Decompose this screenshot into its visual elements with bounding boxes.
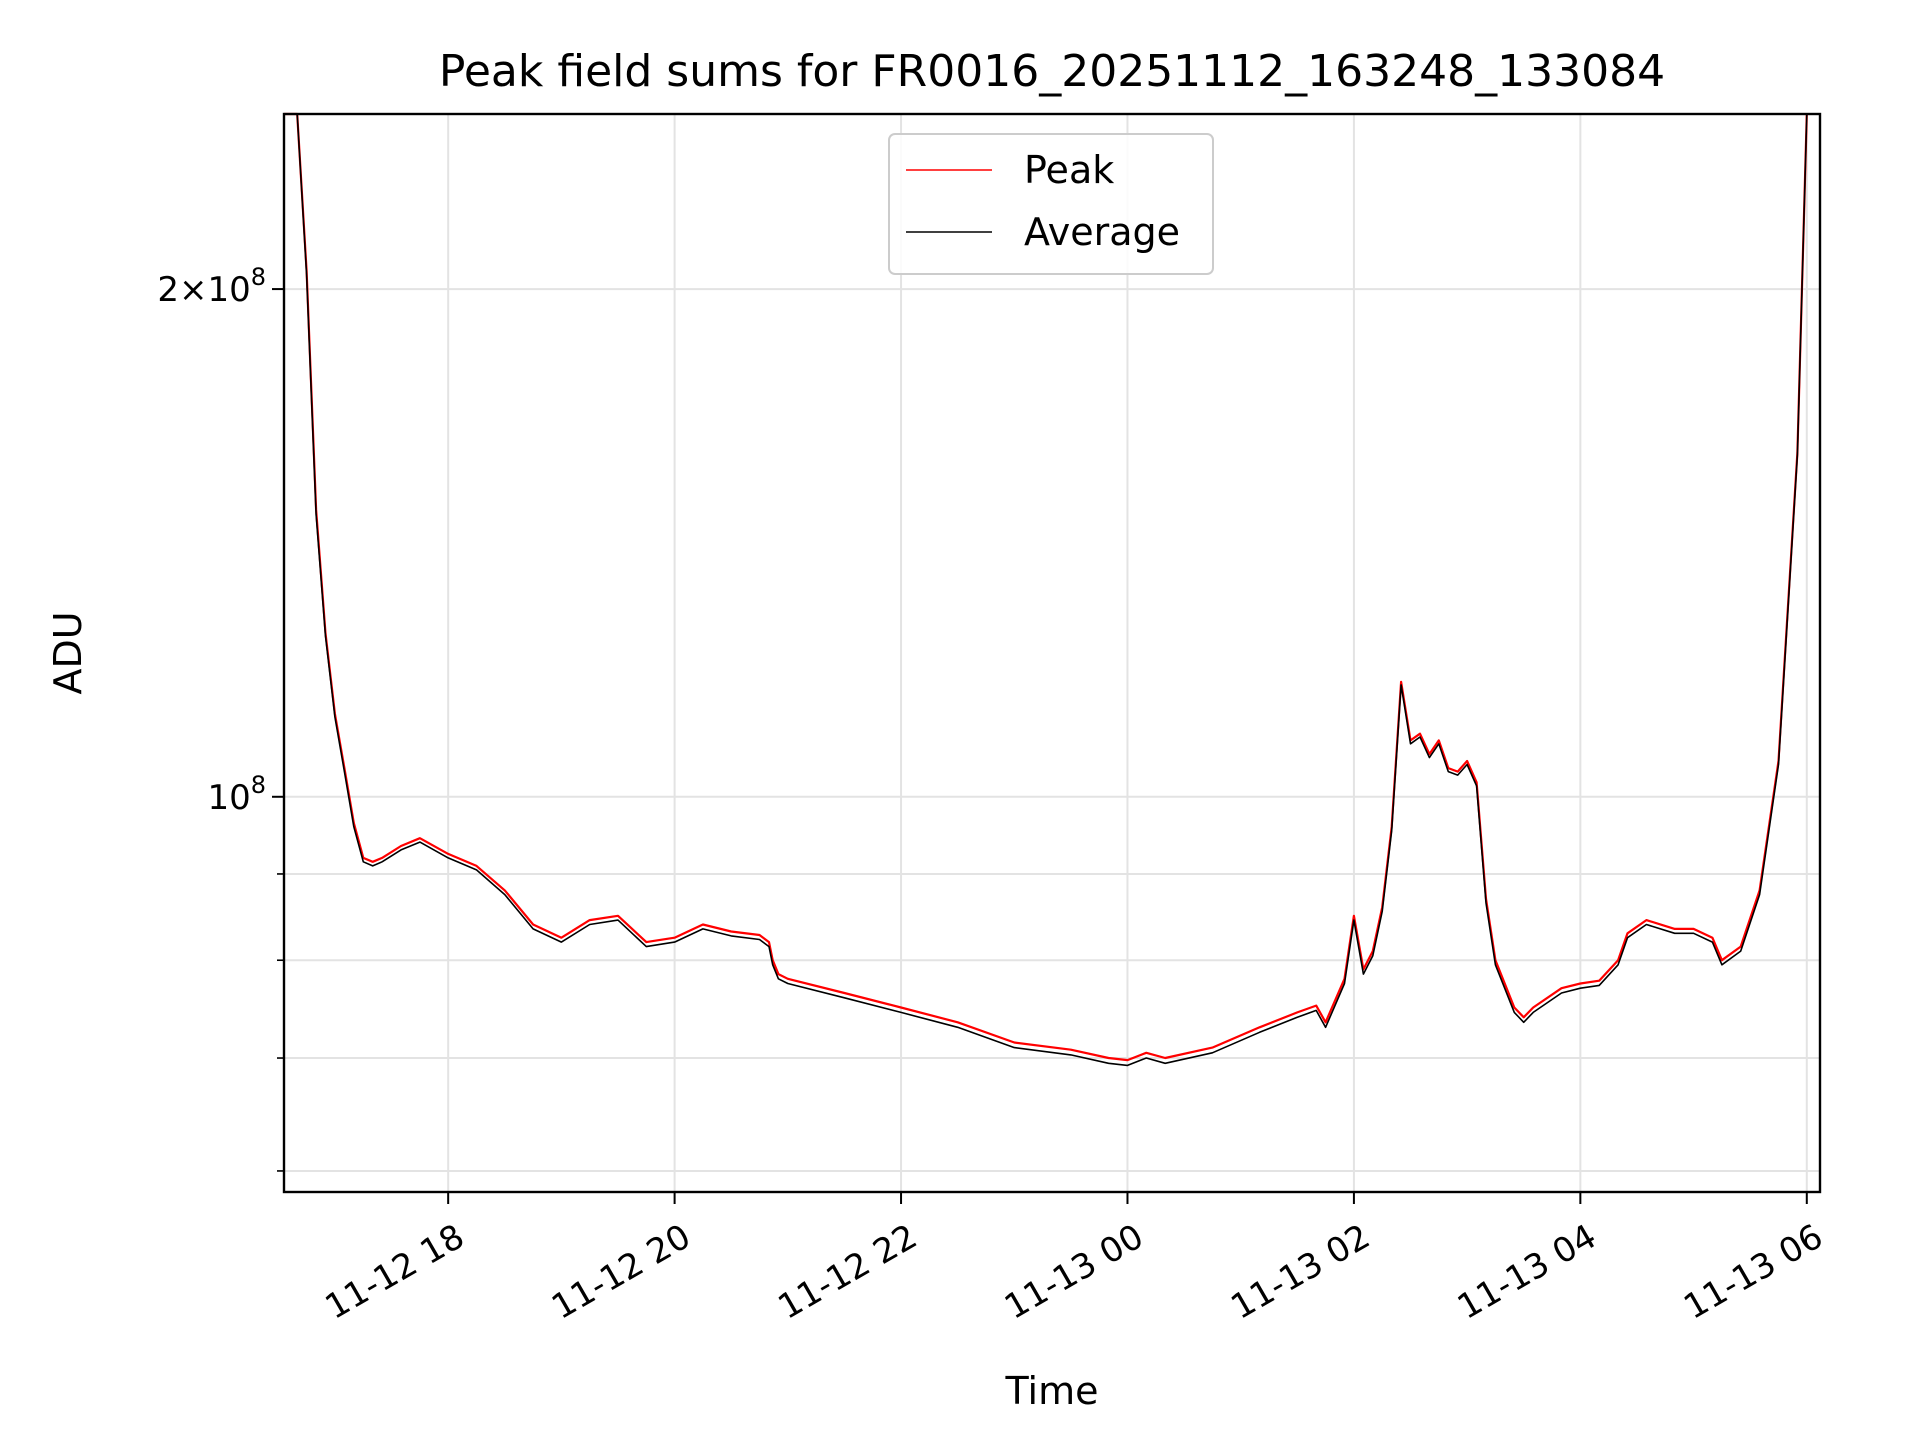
y-tick-exponent: 8: [251, 263, 266, 291]
x-tick-label: 11-13 02: [1224, 1217, 1376, 1328]
x-tick-label: 11-13 06: [1677, 1217, 1829, 1328]
legend-label-peak: Peak: [1024, 148, 1114, 192]
legend-box: [888, 133, 1214, 275]
y-tick-label: 2×108: [157, 263, 266, 310]
y-tick-base: 10: [207, 778, 250, 818]
x-axis-label: Time: [1005, 1369, 1099, 1413]
series-line-average: [284, 113, 1808, 1067]
x-tick-label: 11-12 20: [545, 1217, 697, 1328]
x-tick-label: 11-13 04: [1451, 1217, 1603, 1328]
grid: [284, 114, 1820, 1192]
chart-title: Peak field sums for FR0016_20251112_1632…: [439, 46, 1665, 97]
x-tick-label: 11-12 18: [319, 1217, 471, 1328]
plot-lines: [284, 112, 1808, 1067]
y-tick-label: 108: [207, 771, 266, 818]
series-line-peak: [284, 112, 1808, 1062]
y-axis-label: ADU: [46, 611, 90, 694]
plot-frame: [282, 112, 1822, 1194]
x-ticks: 11-12 18 11-12 20 11-12 22 11-13 00 11-13 02…: [319, 1192, 1830, 1328]
legend: Peak Average: [888, 133, 1214, 275]
x-tick-label: 11-13 00: [998, 1217, 1150, 1328]
y-tick-exponent: 8: [251, 771, 266, 799]
y-tick-base: 2×10: [157, 270, 250, 310]
x-tick-label: 11-12 22: [772, 1217, 924, 1328]
legend-label-average: Average: [1024, 210, 1180, 254]
